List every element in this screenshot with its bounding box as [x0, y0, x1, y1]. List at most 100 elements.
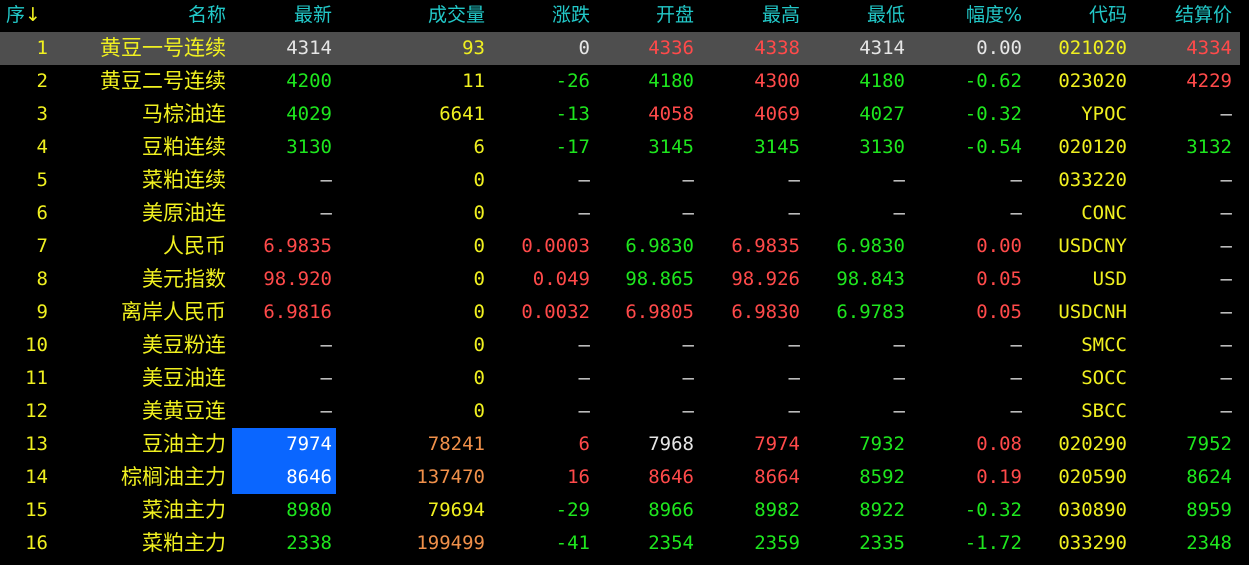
cell-volume: 0 [473, 367, 485, 389]
table-row[interactable]: 5 菜粕连续 — 0 — — — — — 033220 — [0, 164, 1240, 197]
cell-code: 033290 [1058, 532, 1127, 554]
cell-change-pct: 0.19 [976, 466, 1022, 488]
cell-latest: 7974 [232, 428, 336, 461]
header-change-pct[interactable]: 幅度% [965, 4, 1022, 26]
cell-open: 6.9805 [625, 301, 694, 323]
header-name[interactable]: 名称 [187, 4, 226, 26]
cell-change: -29 [555, 499, 590, 521]
cell-high: — [788, 334, 800, 356]
cell-low: 98.843 [836, 268, 905, 290]
cell-high: 7974 [754, 433, 800, 455]
table-row[interactable]: 6 美原油连 — 0 — — — — — CONC — [0, 197, 1240, 230]
header-latest[interactable]: 最新 [293, 4, 332, 26]
row-index: 14 [25, 466, 48, 488]
cell-change-pct: 0.00 [976, 37, 1022, 59]
cell-settle: — [1220, 103, 1232, 125]
cell-open: — [682, 400, 694, 422]
cell-volume: 0 [473, 169, 485, 191]
cell-change-pct: — [1010, 367, 1022, 389]
cell-open: 2354 [648, 532, 694, 554]
table-row[interactable]: 11 美豆油连 — 0 — — — — — SOCC — [0, 362, 1240, 395]
cell-volume: 0 [473, 268, 485, 290]
table-row[interactable]: 10 美豆粉连 — 0 — — — — — SMCC — [0, 329, 1240, 362]
row-index: 15 [25, 499, 48, 521]
cell-open: — [682, 334, 694, 356]
row-index: 1 [36, 37, 48, 59]
row-name: 美元指数 [142, 267, 226, 291]
table-row[interactable]: 15 菜油主力 8980 79694 -29 8966 8982 8922 -0.32 03089… [0, 494, 1240, 527]
cell-change-pct: 0.05 [976, 268, 1022, 290]
row-index: 12 [25, 400, 48, 422]
header-open[interactable]: 开盘 [655, 4, 694, 26]
cell-high: 2359 [754, 532, 800, 554]
cell-volume: 78241 [427, 433, 485, 455]
cell-change-pct: 0.05 [976, 301, 1022, 323]
cell-low: — [893, 169, 905, 191]
cell-low: 4180 [859, 70, 905, 92]
cell-code: SMCC [1081, 334, 1127, 356]
header-volume[interactable]: 成交量 [427, 4, 485, 26]
cell-code: 020120 [1058, 136, 1127, 158]
cell-open: 4180 [648, 70, 694, 92]
table-row[interactable]: 12 美黄豆连 — 0 — — — — — SBCC — [0, 395, 1240, 428]
table-row[interactable]: 9 离岸人民币 6.9816 0 0.0032 6.9805 6.9830 6.9783 0.0… [0, 296, 1240, 329]
cell-high: 3145 [754, 136, 800, 158]
cell-latest: 4314 [286, 37, 332, 59]
cell-high: 8664 [754, 466, 800, 488]
cell-code: USD [1092, 268, 1127, 290]
header-row: 序↓ 名称 最新 成交量 涨跌 开盘 最高 最低 幅度% 代码 结算价 [0, 0, 1240, 32]
row-index: 5 [36, 169, 48, 191]
cell-settle: 8959 [1186, 499, 1232, 521]
cell-settle: — [1220, 268, 1232, 290]
header-index[interactable]: 序↓ [6, 0, 56, 32]
cell-open: 98.865 [625, 268, 694, 290]
table-row[interactable]: 3 马棕油连 4029 6641 -13 4058 4069 4027 -0.32 YPOC — [0, 98, 1240, 131]
cell-high: — [788, 202, 800, 224]
header-low[interactable]: 最低 [866, 4, 905, 26]
cell-code: 020290 [1058, 433, 1127, 455]
cell-volume: 6 [473, 136, 485, 158]
cell-code: 033220 [1058, 169, 1127, 191]
cell-code: SBCC [1081, 400, 1127, 422]
cell-settle: — [1220, 202, 1232, 224]
cell-code: USDCNY [1058, 235, 1127, 257]
cell-latest: 2338 [286, 532, 332, 554]
cell-latest: 8980 [286, 499, 332, 521]
cell-open: 6.9830 [625, 235, 694, 257]
row-index: 6 [36, 202, 48, 224]
cell-volume: 0 [473, 235, 485, 257]
cell-change-pct: -0.54 [964, 136, 1022, 158]
cell-open: — [682, 202, 694, 224]
table-row[interactable]: 16 菜粕主力 2338 199499 -41 2354 2359 2335 -1.72 0332… [0, 527, 1240, 560]
table-row[interactable]: 2 黄豆二号连续 4200 11 -26 4180 4300 4180 -0.62 023020 4… [0, 65, 1240, 98]
cell-high: 4338 [754, 37, 800, 59]
cell-change-pct: 0.00 [976, 235, 1022, 257]
header-code[interactable]: 代码 [1088, 4, 1127, 26]
table-row[interactable]: 14 棕榈油主力 8646 137470 16 8646 8664 8592 0.19 02059… [0, 461, 1240, 494]
table-row[interactable]: 13 豆油主力 7974 78241 6 7968 7974 7932 0.08 020290 79… [0, 428, 1240, 461]
cell-change: 16 [567, 466, 590, 488]
cell-settle: — [1220, 169, 1232, 191]
cell-low: — [893, 400, 905, 422]
cell-latest: 4029 [286, 103, 332, 125]
cell-low: 3130 [859, 136, 905, 158]
table-row[interactable]: 8 美元指数 98.920 0 0.049 98.865 98.926 98.843 0.05 U… [0, 263, 1240, 296]
cell-settle: — [1220, 367, 1232, 389]
table-row[interactable]: 4 豆粕连续 3130 6 -17 3145 3145 3130 -0.54 020120 3132 [0, 131, 1240, 164]
cell-code: 021020 [1058, 37, 1127, 59]
cell-latest: 4200 [286, 70, 332, 92]
cell-code: CONC [1081, 202, 1127, 224]
sort-down-arrow-icon: ↓ [25, 4, 41, 26]
cell-change-pct: -0.62 [964, 70, 1022, 92]
row-index: 8 [36, 268, 48, 290]
cell-change-pct: — [1010, 334, 1022, 356]
header-high[interactable]: 最高 [761, 4, 800, 26]
table-row[interactable]: 1 黄豆一号连续 4314 93 0 4336 4338 4314 0.00 021020 4334 [0, 32, 1240, 65]
cell-latest: — [320, 367, 332, 389]
cell-low: 4314 [859, 37, 905, 59]
cell-change-pct: — [1010, 169, 1022, 191]
header-change[interactable]: 涨跌 [551, 4, 590, 26]
header-settle[interactable]: 结算价 [1174, 4, 1232, 26]
cell-high: — [788, 169, 800, 191]
table-row[interactable]: 7 人民币 6.9835 0 0.0003 6.9830 6.9835 6.9830 0.00 U… [0, 230, 1240, 263]
